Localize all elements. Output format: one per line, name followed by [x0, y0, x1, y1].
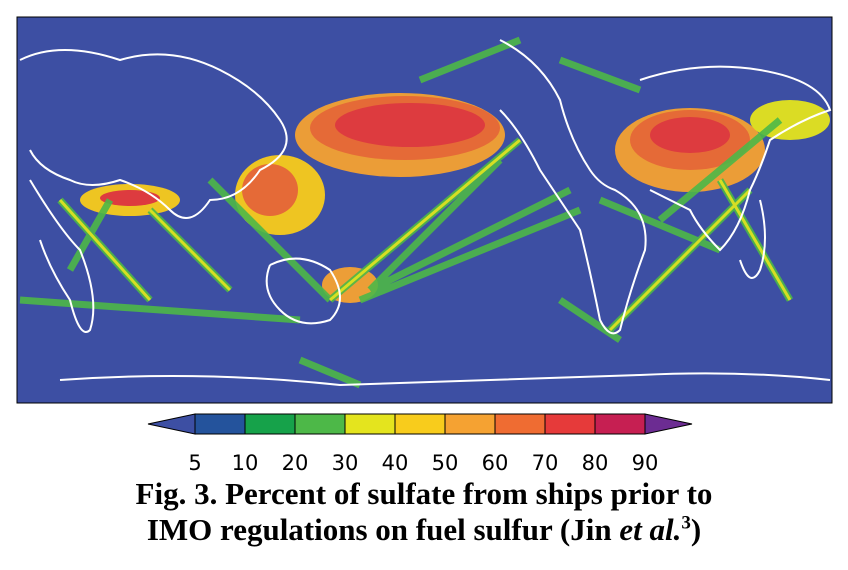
colorbar-tick-label: 90 — [632, 451, 659, 475]
caption-reference: 3 — [681, 512, 691, 534]
colorbar: 5 10 20 30 40 50 60 70 80 90 — [147, 413, 693, 475]
colorbar-tick-label: 70 — [532, 451, 559, 475]
colorbar-segment — [194, 413, 246, 435]
colorbar-segment — [594, 413, 646, 435]
caption-line-1: Fig. 3. Percent of sulfate from ships pr… — [135, 476, 713, 511]
colorbar-segment — [294, 413, 346, 435]
colorbar-tick-label: 40 — [382, 451, 409, 475]
colorbar-segment — [244, 413, 296, 435]
colorbar-segment — [494, 413, 546, 435]
caption-italic: et al. — [619, 512, 682, 547]
colorbar-tick-label: 30 — [332, 451, 359, 475]
colorbar-tick-label: 10 — [232, 451, 259, 475]
colorbar-tick-label: 20 — [282, 451, 309, 475]
colorbar-segment — [444, 413, 496, 435]
figure: 5 10 20 30 40 50 60 70 80 90 — [16, 16, 833, 475]
colorbar-tick-label: 5 — [188, 451, 201, 475]
caption-closing: ) — [690, 512, 702, 547]
caption-text: IMO regulations on fuel sulfur (Jin — [146, 512, 620, 547]
colorbar-segment — [344, 413, 396, 435]
colorbar-tick-label: 50 — [432, 451, 459, 475]
colorbar-segment — [544, 413, 596, 435]
colorbar-under — [147, 413, 196, 435]
colorbar-segment — [394, 413, 446, 435]
colorbar-tick-label: 80 — [582, 451, 609, 475]
colorbar-tick-label: 60 — [482, 451, 509, 475]
colorbar-over — [644, 413, 693, 435]
map — [16, 16, 833, 404]
caption-line-2: IMO regulations on fuel sulfur (Jin et a… — [0, 512, 848, 548]
